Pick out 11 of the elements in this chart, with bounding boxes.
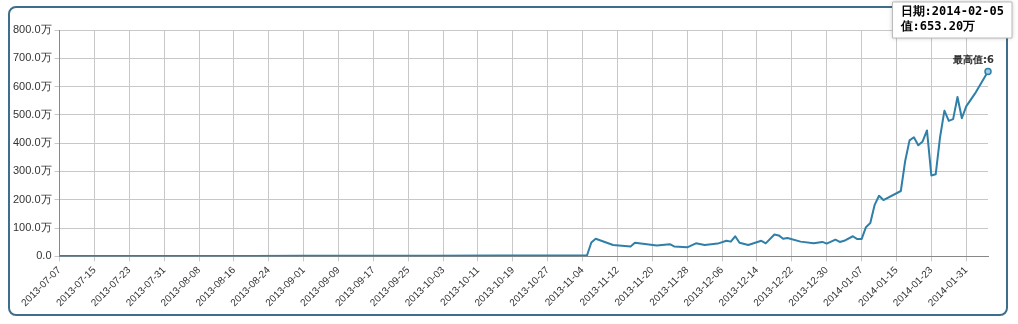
y-tick-label: 700.0万 [13,51,52,64]
y-tick-label: 400.0万 [13,136,52,149]
y-tick-label: 800.0万 [13,23,52,36]
y-tick-label: 100.0万 [13,221,52,234]
y-tick-label: 200.0万 [13,192,52,205]
y-tick-label: 600.0万 [13,79,52,92]
y-tick-label: 300.0万 [13,164,52,177]
annotation: 最高值:6 [952,54,995,66]
y-tick-label: 0.0 [36,249,52,262]
annotation: 日期:2014-02-05 值:653.20万 [899,4,1005,34]
y-tick-label: 500.0万 [13,107,52,120]
